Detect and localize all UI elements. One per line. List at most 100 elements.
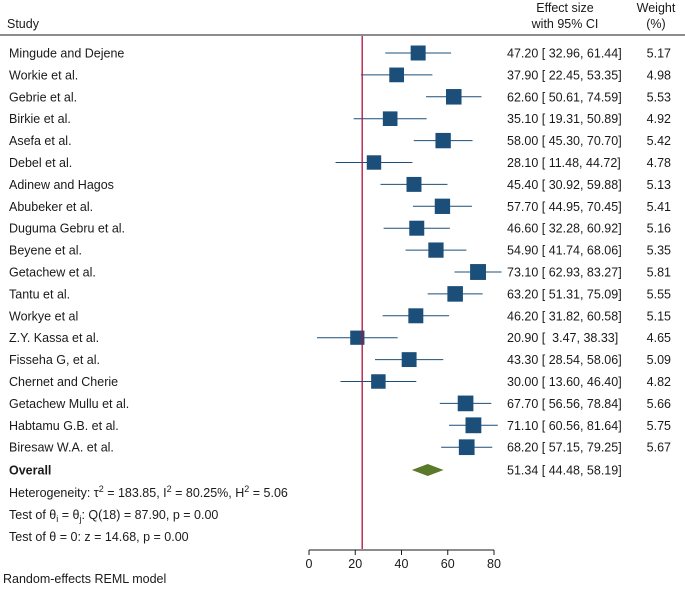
study-row: Chernet and Cherie 30.00 [ 13.60, 46.40] 4… <box>9 374 671 389</box>
q-test-stat: Test of θi = θj: Q(18) = 87.90, p = 0.00 <box>9 508 218 524</box>
effect-box <box>458 439 475 456</box>
effect-box <box>406 176 422 192</box>
effect-box <box>434 198 451 214</box>
weight-value: 5.42 <box>647 134 671 148</box>
weight-value: 4.65 <box>647 331 671 345</box>
study-row: Abubeker et al. 57.70 [ 44.95, 70.45] 5.41 <box>9 198 671 214</box>
effect-box <box>389 67 405 83</box>
study-row: Biresaw W.A. et al. 68.20 [ 57.15, 79.25]… <box>9 439 671 456</box>
overall-label: Overall <box>9 464 51 478</box>
study-name: Abubeker et al. <box>9 200 93 214</box>
effect-box <box>457 395 474 412</box>
weight-value: 4.98 <box>647 68 671 82</box>
study-row: Habtamu G.B. et al. 71.10 [ 60.56, 81.64]… <box>9 417 671 434</box>
heterogeneity-stat: Heterogeneity: τ2 = 183.85, I2 = 80.25%,… <box>9 484 288 500</box>
study-name: Gebrie et al. <box>9 90 77 104</box>
study-name: Fisseha G, et al. <box>9 353 100 367</box>
overall-diamond <box>411 464 444 476</box>
study-name: Beyene et al. <box>9 244 82 258</box>
effect-ci-value: 58.00 [ 45.30, 70.70] <box>507 134 622 148</box>
effect-box <box>401 352 417 368</box>
header-effect-size: Effect size <box>536 1 593 15</box>
weight-value: 5.66 <box>647 397 671 411</box>
effect-ci-value: 62.60 [ 50.61, 74.59] <box>507 90 622 104</box>
weight-value: 5.09 <box>647 353 671 367</box>
weight-value: 4.92 <box>647 112 671 126</box>
effect-ci-value: 30.00 [ 13.60, 46.40] <box>507 375 622 389</box>
study-name: Biresaw W.A. et al. <box>9 441 114 455</box>
weight-value: 5.16 <box>647 222 671 236</box>
weight-value: 5.13 <box>647 178 671 192</box>
study-rows: Mingude and Dejene 47.20 [ 32.96, 61.44] 5… <box>9 45 671 456</box>
study-row: Duguma Gebru et al. 46.60 [ 32.28, 60.92]… <box>9 220 671 236</box>
study-row: Mingude and Dejene 47.20 [ 32.96, 61.44] 5… <box>9 45 671 61</box>
effect-box <box>447 286 463 302</box>
study-name: Z.Y. Kassa et al. <box>9 331 99 345</box>
effect-box <box>409 220 425 236</box>
weight-value: 5.55 <box>647 287 671 301</box>
study-name: Habtamu G.B. et al. <box>9 419 119 433</box>
weight-value: 5.53 <box>647 90 671 104</box>
weight-value: 4.82 <box>647 375 671 389</box>
study-row: Workie et al. 37.90 [ 22.45, 53.35] 4.98 <box>9 67 671 83</box>
x-tick-label: 80 <box>487 557 501 571</box>
effect-ci-value: 54.90 [ 41.74, 68.06] <box>507 244 622 258</box>
study-name: Workie et al. <box>9 68 78 82</box>
effect-ci-value: 20.90 [ 3.47, 38.33] <box>507 331 618 345</box>
effect-box <box>350 330 365 345</box>
header-study: Study <box>7 17 40 31</box>
z-test-stat: Test of θ = 0: z = 14.68, p = 0.00 <box>9 530 189 544</box>
effect-ci-value: 43.30 [ 28.54, 58.06] <box>507 353 622 367</box>
study-row: Z.Y. Kassa et al. 20.90 [ 3.47, 38.33] 4.6… <box>9 330 671 345</box>
x-tick-label: 20 <box>348 557 362 571</box>
x-axis: 0 20 40 60 80 <box>306 549 501 571</box>
x-tick-label: 0 <box>306 557 313 571</box>
effect-ci-value: 73.10 [ 62.93, 83.27] <box>507 266 622 280</box>
study-row: Adinew and Hagos 45.40 [ 30.92, 59.88] 5.1… <box>9 176 671 192</box>
x-tick-label: 40 <box>395 557 409 571</box>
weight-value: 5.75 <box>647 419 671 433</box>
model-note: Random-effects REML model <box>3 572 166 586</box>
study-row: Asefa et al. 58.00 [ 45.30, 70.70] 5.42 <box>9 132 671 149</box>
effect-ci-value: 57.70 [ 44.95, 70.45] <box>507 200 622 214</box>
effect-ci-value: 68.20 [ 57.15, 79.25] <box>507 441 622 455</box>
study-name: Duguma Gebru et al. <box>9 222 125 236</box>
study-row: Birkie et al. 35.10 [ 19.31, 50.89] 4.92 <box>9 111 671 126</box>
weight-value: 5.67 <box>647 441 671 455</box>
header-weight-unit: (%) <box>646 17 665 31</box>
study-row: Workye et al 46.20 [ 31.82, 60.58] 5.15 <box>9 308 671 323</box>
header-ci: with 95% CI <box>531 17 599 31</box>
effect-box <box>371 374 386 389</box>
study-row: Getachew et al. 73.10 [ 62.93, 83.27] 5.81 <box>9 264 671 280</box>
effect-box <box>435 132 451 149</box>
weight-value: 5.15 <box>647 309 671 323</box>
study-row: Beyene et al. 54.90 [ 41.74, 68.06] 5.35 <box>9 242 671 258</box>
study-name: Workye et al <box>9 309 78 323</box>
effect-ci-value: 35.10 [ 19.31, 50.89] <box>507 112 622 126</box>
effect-box <box>446 89 462 105</box>
effect-ci-value: 46.20 [ 31.82, 60.58] <box>507 309 622 323</box>
effect-ci-value: 71.10 [ 60.56, 81.64] <box>507 419 622 433</box>
study-name: Birkie et al. <box>9 112 71 126</box>
effect-ci-value: 28.10 [ 11.48, 44.72] <box>507 156 621 170</box>
weight-value: 5.35 <box>647 244 671 258</box>
study-name: Getachew Mullu et al. <box>9 397 129 411</box>
study-name: Asefa et al. <box>9 134 72 148</box>
study-name: Adinew and Hagos <box>9 178 114 192</box>
study-name: Getachew et al. <box>9 266 96 280</box>
effect-box <box>408 308 424 324</box>
header-weight: Weight <box>637 1 676 15</box>
effect-ci-value: 45.40 [ 30.92, 59.88] <box>507 178 622 192</box>
weight-value: 5.81 <box>647 266 671 280</box>
effect-box <box>428 242 444 258</box>
weight-value: 5.41 <box>647 200 671 214</box>
weight-value: 5.17 <box>647 47 671 61</box>
overall-ci-value: 51.34 [ 44.48, 58.19] <box>507 464 622 478</box>
effect-box <box>410 45 426 61</box>
effect-box <box>382 111 398 127</box>
effect-ci-value: 37.90 [ 22.45, 53.35] <box>507 68 622 82</box>
weight-value: 4.78 <box>647 156 671 170</box>
overall-row: Overall 51.34 [ 44.48, 58.19] <box>9 464 622 478</box>
study-name: Mingude and Dejene <box>9 47 124 61</box>
